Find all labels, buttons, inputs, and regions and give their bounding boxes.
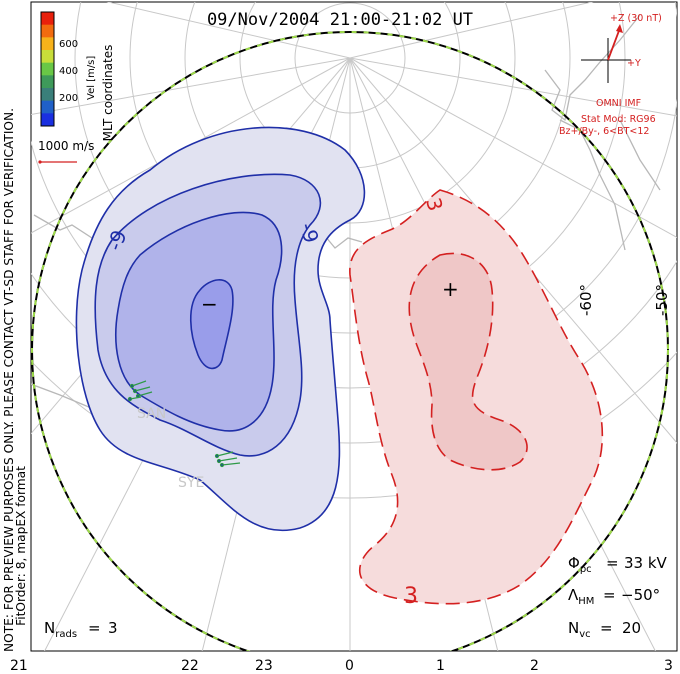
fit-order-note: FitOrder: 8, mapEX format (14, 466, 28, 626)
lambda-hm-value: −50° (621, 586, 660, 604)
imf-bz-label: +Z (30 nT) (610, 13, 662, 24)
colorbar-block (41, 37, 54, 51)
imf-condition: Bz+/By-, 6<BT<12 (559, 126, 649, 137)
n-vc-eq: = (600, 619, 613, 637)
potential-min-marker: − (201, 292, 218, 316)
phi-pc-eq: = (606, 554, 619, 572)
colorbar-block (41, 100, 54, 114)
n-vc-value: 20 (622, 619, 641, 637)
mlt-tick-2: 2 (530, 658, 539, 674)
velocity-colorbar: 600 400 200 Vel [m/s] (40, 11, 97, 127)
mlt-tick-22: 22 (181, 658, 199, 674)
colorbar-block (41, 12, 54, 26)
colorbar-tick-400: 400 (59, 66, 78, 77)
preview-note: NOTE: FOR PREVIEW PURPOSES ONLY. PLEASE … (2, 108, 16, 652)
lat-label-50: -50° (653, 284, 671, 316)
stats-block: Φpc = 33 kV ΛHM = −50° Nvc = 20 Nrads = … (44, 554, 668, 640)
colorbar-tick-600: 600 (59, 39, 78, 50)
radar-label-sye: SYE (178, 475, 204, 491)
colorbar-block (41, 62, 54, 76)
mlt-tick-0: 0 (345, 658, 354, 674)
phi-pc-value: 33 kV (624, 554, 668, 572)
colorbar-block (41, 24, 54, 38)
pos-contour-label-bottom: 3 (404, 584, 418, 609)
map-title: 09/Nov/2004 21:00-21:02 UT (207, 10, 473, 30)
mlt-tick-1: 1 (436, 658, 445, 674)
colorbar-block (41, 75, 54, 89)
imf-source: OMNI IMF (596, 98, 641, 109)
coordinate-system-label: MLT coordinates (101, 45, 115, 142)
n-rads-value: 3 (108, 619, 118, 637)
vector-scale: 1000 m/s (38, 139, 94, 164)
lambda-hm-eq: = (603, 586, 616, 604)
colorbar-block (41, 50, 54, 64)
positive-potential-cell (349, 189, 604, 605)
mlt-tick-23: 23 (255, 658, 273, 674)
san-vectors (127, 380, 153, 402)
vector-scale-label: 1000 m/s (38, 139, 94, 153)
radar-label-san: SAN (137, 406, 166, 422)
pos-contour-label-top: 3 (421, 195, 447, 214)
colorbar-block (41, 88, 54, 102)
colorbar-tick-200: 200 (59, 93, 78, 104)
positive-contour-inner (408, 252, 528, 471)
radar-sye: SYE (178, 451, 241, 491)
radar-san: SAN (127, 380, 166, 422)
mlt-axis: 21 22 23 0 1 2 3 (10, 658, 673, 674)
potential-max-marker: + (442, 277, 459, 301)
imf-by-label: +Y (627, 58, 641, 69)
mlt-tick-3: 3 (664, 658, 673, 674)
negative-potential-cell (75, 126, 366, 532)
sye-vectors (214, 451, 241, 468)
negative-contour-core (189, 279, 234, 370)
n-rads-eq: = (88, 619, 101, 637)
imf-stat-model: Stat Mod: RG96 (581, 114, 656, 125)
colorbar-block (41, 113, 54, 127)
mlt-tick-21: 21 (10, 658, 28, 674)
lat-label-60: -60° (577, 284, 595, 316)
colorbar-label: Vel [m/s] (86, 56, 97, 100)
imf-clock: +Z (30 nT) +Y OMNI IMF Stat Mod: RG96 Bz… (559, 13, 662, 137)
hm-boundary-green (31, 31, 669, 651)
